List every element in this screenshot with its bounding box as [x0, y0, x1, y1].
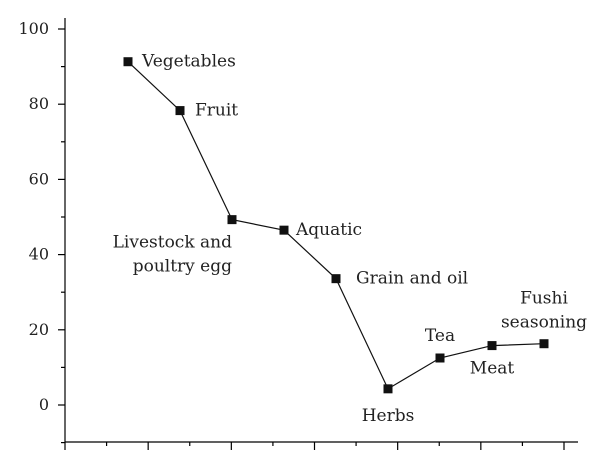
data-point-marker: [279, 225, 289, 235]
data-point-marker: [175, 106, 185, 116]
y-tick-label: 100: [18, 19, 49, 38]
data-point-marker: [435, 353, 445, 363]
y-tick-label: 60: [29, 169, 49, 188]
point-labels: Vegetables Fruit Livestock and poultry egg A…: [113, 52, 588, 426]
data-point-marker: [227, 215, 237, 225]
y-tick-label: 20: [29, 320, 49, 339]
x-ticks: [64, 442, 565, 450]
point-label: Grain and oil: [356, 269, 468, 289]
point-label: Meat: [470, 359, 515, 379]
data-markers: [123, 57, 549, 394]
y-tick-label: 0: [39, 395, 49, 414]
data-point-marker: [487, 341, 497, 351]
point-label: Herbs: [362, 406, 415, 426]
point-label: Fushi seasoning: [501, 289, 587, 333]
y-tick-label: 80: [29, 94, 49, 113]
point-label: Fruit: [195, 101, 238, 121]
point-label: Vegetables: [141, 52, 236, 72]
data-point-marker: [383, 384, 393, 394]
data-point-marker: [123, 57, 133, 67]
point-label: Tea: [425, 326, 455, 346]
point-label: Livestock and poultry egg: [113, 233, 232, 277]
y-ticks: 0 20 40 60 80 100: [18, 19, 65, 444]
point-label: Aquatic: [295, 220, 362, 240]
data-point-marker: [331, 274, 341, 284]
data-point-marker: [539, 339, 549, 349]
y-tick-label: 40: [29, 245, 49, 264]
